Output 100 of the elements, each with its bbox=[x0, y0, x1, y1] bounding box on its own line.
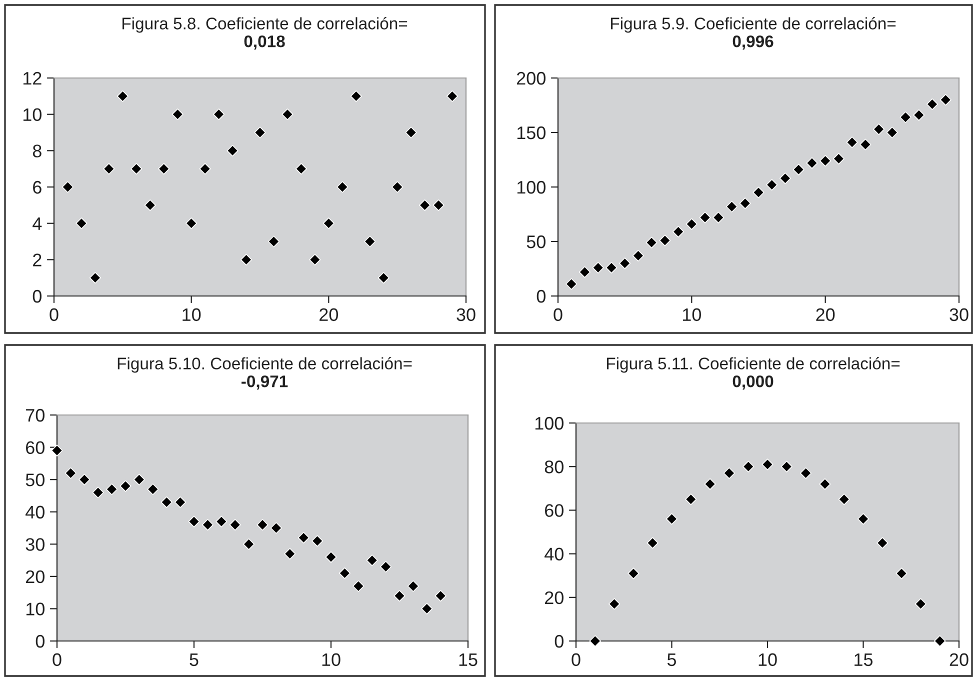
point bbox=[838, 494, 850, 506]
point bbox=[186, 218, 198, 230]
point bbox=[873, 123, 885, 136]
point bbox=[147, 483, 159, 496]
point bbox=[857, 513, 870, 525]
y-tick-label: 50 bbox=[26, 474, 44, 486]
point bbox=[896, 568, 908, 580]
point bbox=[900, 111, 912, 124]
x-tick-label: 20 bbox=[950, 653, 968, 666]
point bbox=[685, 494, 697, 506]
y-tick-label: 6 bbox=[33, 180, 42, 194]
point bbox=[160, 496, 172, 508]
point bbox=[130, 163, 142, 175]
point bbox=[800, 467, 812, 479]
point bbox=[566, 278, 578, 290]
y-tick-label: 40 bbox=[544, 548, 564, 561]
point bbox=[116, 90, 128, 102]
point bbox=[723, 467, 735, 479]
point bbox=[712, 212, 724, 224]
point bbox=[762, 458, 774, 470]
point bbox=[606, 262, 618, 274]
point bbox=[254, 126, 266, 138]
x-tick-label: 30 bbox=[456, 308, 476, 322]
point bbox=[646, 236, 658, 248]
point bbox=[295, 163, 307, 175]
point bbox=[704, 478, 716, 490]
point bbox=[699, 212, 711, 224]
point bbox=[199, 163, 211, 175]
x-tick-label: 10 bbox=[322, 653, 340, 666]
y-tick-label: 100 bbox=[517, 180, 546, 194]
point bbox=[188, 516, 200, 528]
y-tick-label: 200 bbox=[516, 72, 546, 85]
point bbox=[268, 236, 280, 248]
point bbox=[792, 164, 804, 176]
point bbox=[144, 199, 156, 211]
point bbox=[158, 163, 170, 175]
point bbox=[666, 513, 678, 525]
point bbox=[380, 560, 392, 573]
point bbox=[338, 567, 350, 579]
x-tick-label: 5 bbox=[190, 653, 198, 666]
point bbox=[240, 254, 252, 266]
chart-subtitle: 0,996 bbox=[732, 35, 774, 50]
point bbox=[364, 236, 376, 248]
x-tick-label: 10 bbox=[683, 308, 702, 322]
chart-subtitle: -0,971 bbox=[242, 375, 288, 390]
point bbox=[632, 250, 644, 262]
point bbox=[913, 109, 925, 121]
point bbox=[312, 535, 324, 547]
chart-title: Figura 5.11. Coeficiente de correlación= bbox=[607, 357, 900, 373]
x-tick-label: 0 bbox=[52, 653, 62, 666]
x-tick-label: 20 bbox=[320, 308, 338, 322]
point bbox=[394, 590, 406, 602]
point bbox=[270, 522, 282, 534]
point bbox=[421, 602, 433, 615]
x-tick-label: 10 bbox=[182, 308, 201, 322]
point bbox=[419, 199, 431, 211]
point bbox=[78, 474, 90, 486]
y-tick-label: 20 bbox=[26, 570, 44, 584]
point bbox=[352, 580, 364, 592]
point bbox=[106, 483, 118, 496]
y-tick-label: 0 bbox=[554, 634, 564, 648]
chart-title: Figura 5.10. Coeficiente de correlación= bbox=[118, 357, 412, 373]
point bbox=[752, 186, 764, 198]
y-tick-label: 10 bbox=[26, 602, 44, 616]
point bbox=[202, 518, 214, 531]
point bbox=[366, 554, 378, 566]
point bbox=[62, 181, 74, 193]
y-tick-label: 0 bbox=[536, 290, 546, 303]
point bbox=[589, 635, 601, 647]
y-tick-label: 30 bbox=[26, 538, 44, 551]
point bbox=[336, 181, 348, 193]
chart-title: Figura 5.9. Coeficiente de correlación= bbox=[611, 17, 896, 33]
point bbox=[914, 598, 926, 610]
y-tick-label: 12 bbox=[23, 72, 42, 85]
point bbox=[325, 551, 337, 563]
point bbox=[819, 478, 831, 490]
y-tick-label: 10 bbox=[23, 108, 42, 122]
x-tick-label: 0 bbox=[572, 653, 580, 666]
y-tick-label: 100 bbox=[535, 416, 564, 430]
x-tick-label: 15 bbox=[854, 653, 873, 666]
y-tick-label: 70 bbox=[26, 408, 44, 422]
point bbox=[92, 486, 104, 498]
point bbox=[886, 126, 898, 138]
x-tick-label: 15 bbox=[459, 653, 478, 666]
point bbox=[76, 218, 88, 230]
point bbox=[608, 598, 620, 610]
point bbox=[350, 90, 362, 102]
point bbox=[282, 108, 294, 120]
point bbox=[779, 172, 792, 184]
point bbox=[216, 516, 228, 528]
y-tick-label: 80 bbox=[544, 460, 564, 474]
point bbox=[407, 580, 419, 592]
point bbox=[229, 518, 241, 531]
point bbox=[213, 108, 225, 120]
point bbox=[378, 272, 390, 284]
y-tick-label: 60 bbox=[26, 441, 44, 454]
point bbox=[940, 94, 952, 106]
point bbox=[780, 460, 792, 472]
y-tick-label: 50 bbox=[526, 235, 546, 248]
y-tick-label: 8 bbox=[32, 144, 42, 158]
